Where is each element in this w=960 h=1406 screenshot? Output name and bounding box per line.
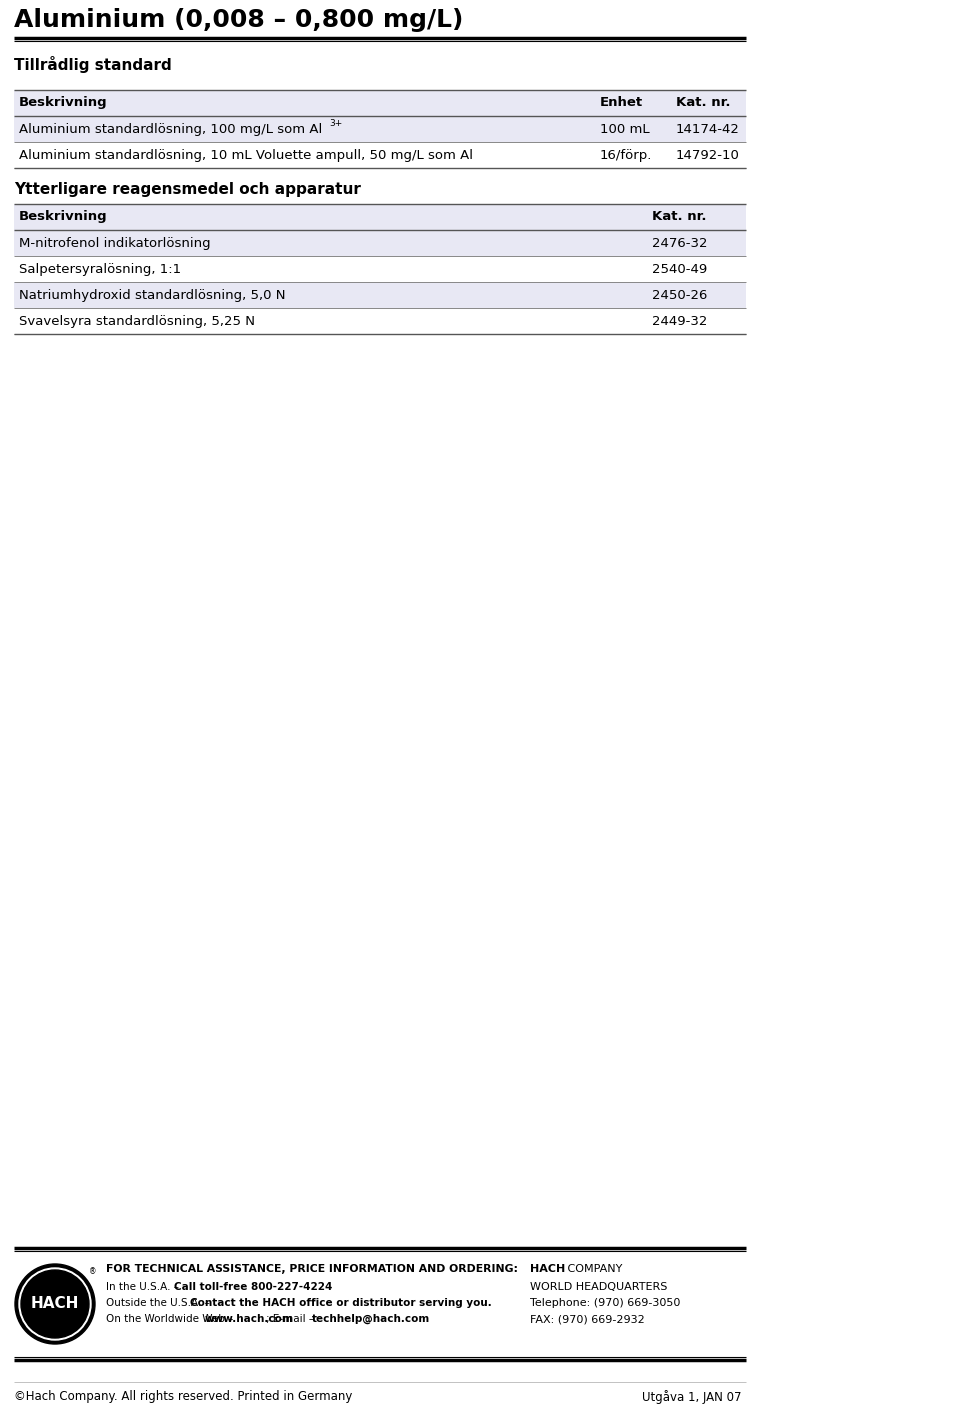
Text: Aluminium (0,008 – 0,800 mg/L): Aluminium (0,008 – 0,800 mg/L) xyxy=(14,8,464,32)
Text: Ytterligare reagensmedel och apparatur: Ytterligare reagensmedel och apparatur xyxy=(14,181,361,197)
Text: FOR TECHNICAL ASSISTANCE, PRICE INFORMATION AND ORDERING:: FOR TECHNICAL ASSISTANCE, PRICE INFORMAT… xyxy=(106,1264,518,1274)
Text: Enhet: Enhet xyxy=(600,96,643,110)
Text: 2449-32: 2449-32 xyxy=(652,315,708,328)
Bar xyxy=(14,204,746,231)
Text: Salpetersyralösning, 1:1: Salpetersyralösning, 1:1 xyxy=(19,263,181,276)
Text: Utgåva 1, JAN 07: Utgåva 1, JAN 07 xyxy=(641,1391,741,1405)
Text: On the Worldwide Web –: On the Worldwide Web – xyxy=(106,1315,236,1324)
Text: Outside the U.S.A. –: Outside the U.S.A. – xyxy=(106,1298,213,1308)
Text: Aluminium standardlösning, 100 mg/L som Al: Aluminium standardlösning, 100 mg/L som … xyxy=(19,122,323,136)
Text: M-nitrofenol indikatorlösning: M-nitrofenol indikatorlösning xyxy=(19,238,210,250)
Text: www.hach.com: www.hach.com xyxy=(205,1315,294,1324)
Text: Tillrådlig standard: Tillrådlig standard xyxy=(14,56,172,73)
Bar xyxy=(14,117,746,142)
Text: Beskrivning: Beskrivning xyxy=(19,209,108,224)
Bar xyxy=(14,90,746,117)
Text: Telephone: (970) 669-3050: Telephone: (970) 669-3050 xyxy=(530,1298,681,1308)
Text: 16/förp.: 16/förp. xyxy=(600,149,653,162)
Text: 2450-26: 2450-26 xyxy=(652,290,708,302)
Bar xyxy=(14,256,746,283)
Text: WORLD HEADQUARTERS: WORLD HEADQUARTERS xyxy=(530,1282,667,1292)
Text: FAX: (970) 669-2932: FAX: (970) 669-2932 xyxy=(530,1315,645,1324)
Bar xyxy=(14,142,746,167)
Text: 3+: 3+ xyxy=(329,120,343,128)
Bar xyxy=(14,231,746,256)
Text: 14174-42: 14174-42 xyxy=(676,122,740,136)
Text: Aluminium standardlösning, 10 mL Voluette ampull, 50 mg/L som Al: Aluminium standardlösning, 10 mL Voluett… xyxy=(19,149,473,162)
Circle shape xyxy=(19,1268,91,1340)
Text: In the U.S.A. –: In the U.S.A. – xyxy=(106,1282,182,1292)
Text: Svavelsyra standardlösning, 5,25 N: Svavelsyra standardlösning, 5,25 N xyxy=(19,315,255,328)
Text: ®: ® xyxy=(89,1267,97,1277)
Circle shape xyxy=(21,1270,89,1339)
Text: 2476-32: 2476-32 xyxy=(652,238,708,250)
Text: Contact the HACH office or distributor serving you.: Contact the HACH office or distributor s… xyxy=(190,1298,492,1308)
Text: 14792-10: 14792-10 xyxy=(676,149,740,162)
Bar xyxy=(14,308,746,335)
Bar xyxy=(14,283,746,308)
Text: HACH: HACH xyxy=(31,1296,79,1312)
Text: HACH: HACH xyxy=(530,1264,565,1274)
Text: techhelp@hach.com: techhelp@hach.com xyxy=(312,1315,430,1324)
Text: 100 mL: 100 mL xyxy=(600,122,650,136)
Text: ©Hach Company. All rights reserved. Printed in Germany: ©Hach Company. All rights reserved. Prin… xyxy=(14,1391,352,1403)
Circle shape xyxy=(15,1264,95,1344)
Text: Kat. nr.: Kat. nr. xyxy=(652,209,707,224)
Text: Call toll-free 800-227-4224: Call toll-free 800-227-4224 xyxy=(174,1282,332,1292)
Text: Beskrivning: Beskrivning xyxy=(19,96,108,110)
Text: Kat. nr.: Kat. nr. xyxy=(676,96,731,110)
Text: COMPANY: COMPANY xyxy=(564,1264,622,1274)
Text: ; E-mail –: ; E-mail – xyxy=(266,1315,318,1324)
Text: 2540-49: 2540-49 xyxy=(652,263,708,276)
Text: Natriumhydroxid standardlösning, 5,0 N: Natriumhydroxid standardlösning, 5,0 N xyxy=(19,290,285,302)
